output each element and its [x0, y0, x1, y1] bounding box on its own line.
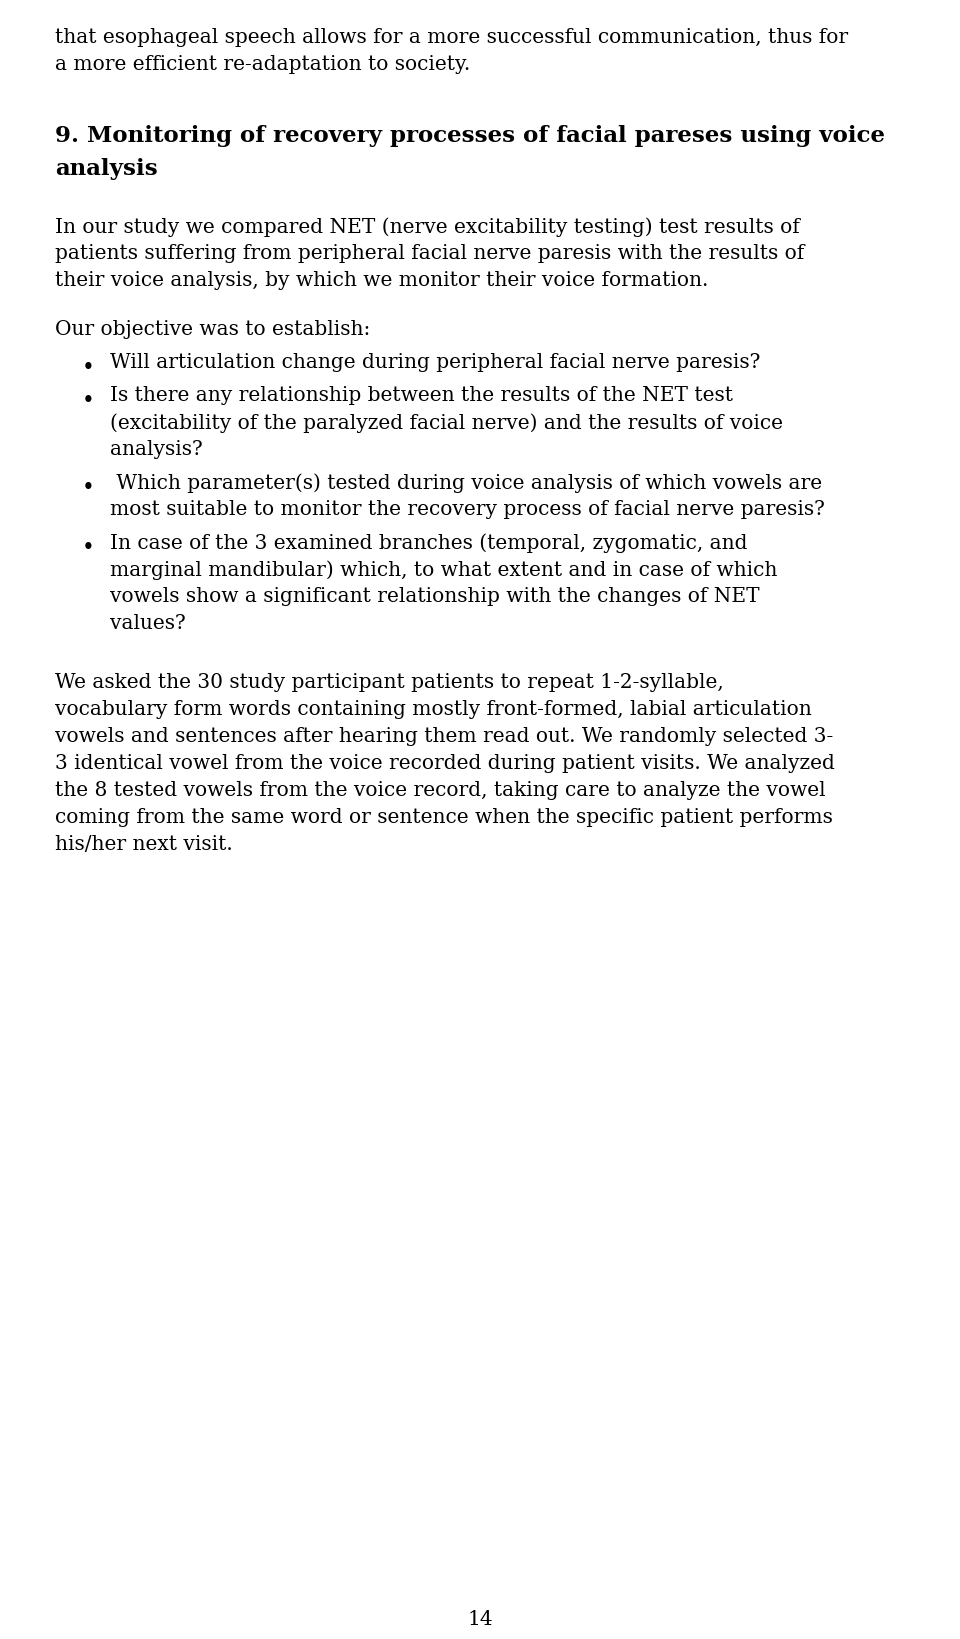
Text: vowels show a significant relationship with the changes of NET: vowels show a significant relationship w…: [110, 587, 759, 606]
Text: Which parameter(s) tested during voice analysis of which vowels are: Which parameter(s) tested during voice a…: [110, 472, 822, 492]
Text: (excitability of the paralyzed facial nerve) and the results of voice: (excitability of the paralyzed facial ne…: [110, 413, 783, 433]
Text: •: •: [82, 536, 94, 559]
Text: We asked the 30 study participant patients to repeat 1-2-syllable,: We asked the 30 study participant patien…: [55, 672, 724, 692]
Text: most suitable to monitor the recovery process of facial nerve paresis?: most suitable to monitor the recovery pr…: [110, 500, 825, 518]
Text: •: •: [82, 357, 94, 379]
Text: •: •: [82, 390, 94, 411]
Text: 14: 14: [468, 1609, 492, 1628]
Text: that esophageal speech allows for a more successful communication, thus for: that esophageal speech allows for a more…: [55, 28, 848, 48]
Text: vowels and sentences after hearing them read out. We randomly selected 3-: vowels and sentences after hearing them …: [55, 726, 833, 746]
Text: values?: values?: [110, 613, 185, 633]
Text: 9. Monitoring of recovery processes of facial pareses using voice: 9. Monitoring of recovery processes of f…: [55, 125, 885, 148]
Text: Will articulation change during peripheral facial nerve paresis?: Will articulation change during peripher…: [110, 352, 760, 372]
Text: 3 identical vowel from the voice recorded during patient visits. We analyzed: 3 identical vowel from the voice recorde…: [55, 754, 835, 772]
Text: Our objective was to establish:: Our objective was to establish:: [55, 320, 371, 339]
Text: analysis: analysis: [55, 157, 157, 180]
Text: his/her next visit.: his/her next visit.: [55, 834, 232, 854]
Text: In our study we compared NET (nerve excitability testing) test results of: In our study we compared NET (nerve exci…: [55, 216, 800, 236]
Text: Is there any relationship between the results of the NET test: Is there any relationship between the re…: [110, 385, 733, 405]
Text: their voice analysis, by which we monitor their voice formation.: their voice analysis, by which we monito…: [55, 270, 708, 290]
Text: the 8 tested vowels from the voice record, taking care to analyze the vowel: the 8 tested vowels from the voice recor…: [55, 780, 826, 800]
Text: marginal mandibular) which, to what extent and in case of which: marginal mandibular) which, to what exte…: [110, 559, 778, 579]
Text: •: •: [82, 477, 94, 498]
Text: analysis?: analysis?: [110, 439, 203, 459]
Text: vocabulary form words containing mostly front-formed, labial articulation: vocabulary form words containing mostly …: [55, 700, 812, 718]
Text: a more efficient re-adaptation to society.: a more efficient re-adaptation to societ…: [55, 56, 470, 74]
Text: coming from the same word or sentence when the specific patient performs: coming from the same word or sentence wh…: [55, 808, 833, 826]
Text: patients suffering from peripheral facial nerve paresis with the results of: patients suffering from peripheral facia…: [55, 244, 804, 262]
Text: In case of the 3 examined branches (temporal, zygomatic, and: In case of the 3 examined branches (temp…: [110, 533, 748, 552]
